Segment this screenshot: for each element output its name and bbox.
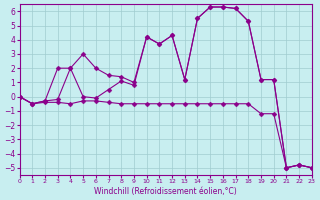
X-axis label: Windchill (Refroidissement éolien,°C): Windchill (Refroidissement éolien,°C) [94,187,237,196]
